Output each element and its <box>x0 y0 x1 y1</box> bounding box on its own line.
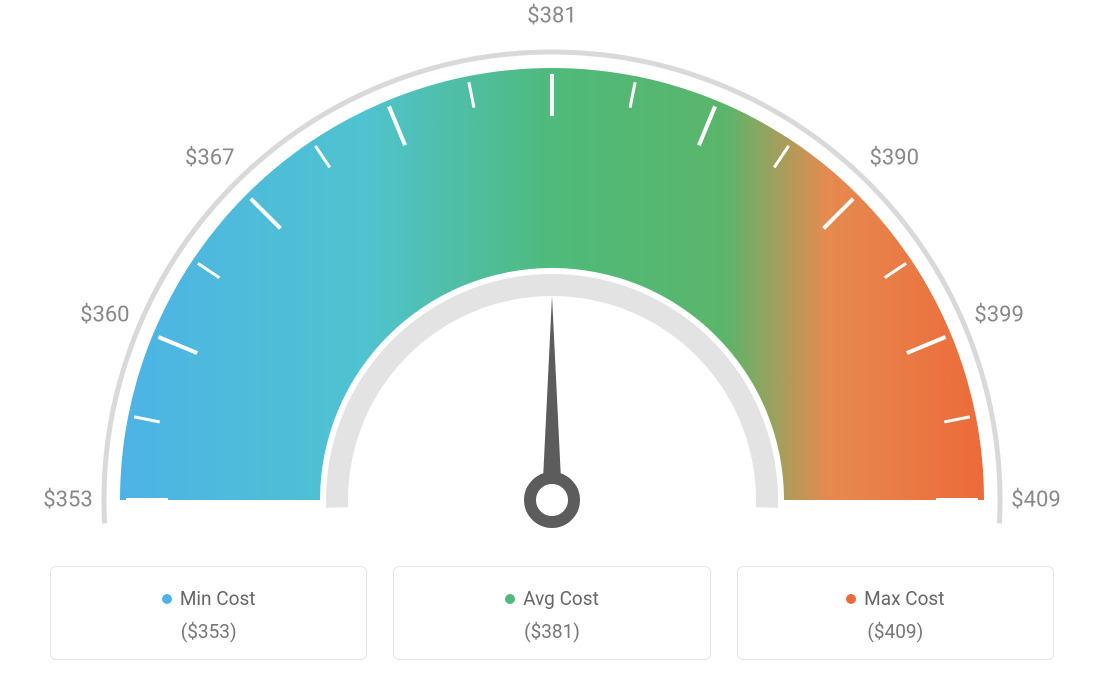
gauge-tick-label: $353 <box>43 488 92 513</box>
legend-title-min: Min Cost <box>162 587 256 610</box>
gauge-tick-label: $390 <box>870 145 919 170</box>
gauge-tick-label: $367 <box>185 145 234 170</box>
legend-title-avg: Avg Cost <box>505 587 599 610</box>
legend-card-max: Max Cost ($409) <box>737 566 1054 660</box>
gauge-svg <box>0 0 1104 560</box>
legend-value-min: ($353) <box>61 620 356 643</box>
legend-value-avg: ($381) <box>404 620 699 643</box>
legend-card-min: Min Cost ($353) <box>50 566 367 660</box>
gauge-tick-label: $360 <box>80 302 129 327</box>
legend-label-min: Min Cost <box>180 587 256 610</box>
legend-value-max: ($409) <box>748 620 1043 643</box>
gauge-needle-hub <box>530 478 574 522</box>
gauge-tick-label: $409 <box>1011 488 1060 513</box>
legend-row: Min Cost ($353) Avg Cost ($381) Max Cost… <box>50 566 1054 660</box>
legend-dot-min <box>162 594 172 604</box>
gauge-needle <box>542 296 562 500</box>
legend-label-max: Max Cost <box>864 587 944 610</box>
gauge-tick-label: $399 <box>974 302 1023 327</box>
legend-dot-avg <box>505 594 515 604</box>
gauge-tick-label: $381 <box>527 4 576 29</box>
legend-card-avg: Avg Cost ($381) <box>393 566 710 660</box>
legend-label-avg: Avg Cost <box>523 587 599 610</box>
legend-dot-max <box>846 594 856 604</box>
legend-title-max: Max Cost <box>846 587 944 610</box>
gauge-container: $353 $360 $367 $381 $390 $399 $409 <box>0 0 1104 560</box>
